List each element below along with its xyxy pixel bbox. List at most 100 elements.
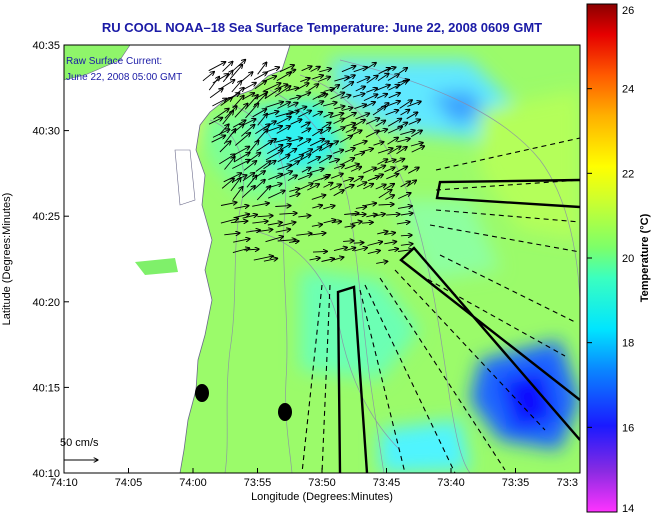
current-vector: [333, 150, 344, 154]
current-vector: [296, 233, 312, 235]
current-vector: [356, 182, 367, 188]
current-vector: [311, 195, 326, 200]
current-vector: [296, 139, 311, 147]
current-vector: [208, 76, 219, 91]
current-vector: [344, 185, 354, 190]
current-vector: [377, 148, 393, 154]
current-vector: [275, 206, 291, 207]
current-vector: [351, 130, 362, 136]
current-vector: [265, 150, 283, 161]
current-vector: [344, 113, 356, 120]
current-vector: [287, 175, 297, 181]
current-vector: [352, 94, 365, 98]
current-vector: [211, 135, 226, 143]
dash-line-7: [394, 269, 546, 431]
current-vector: [387, 146, 402, 155]
current-vector: [254, 81, 267, 90]
current-vector: [362, 168, 376, 174]
current-vector: [285, 161, 299, 170]
current-vector: [364, 203, 377, 206]
current-vector: [373, 174, 384, 180]
current-vector: [367, 250, 381, 255]
current-vector: [213, 108, 230, 120]
current-vector: [383, 184, 395, 191]
current-vector: [317, 94, 328, 99]
current-vector: [373, 142, 384, 146]
current-vector: [377, 73, 389, 82]
dash-line-11: [301, 284, 323, 473]
current-vector: [229, 64, 242, 80]
current-vector: [397, 139, 410, 143]
current-label: Raw Surface Current:: [66, 56, 162, 67]
dash-line-1: [435, 137, 580, 171]
current-vector: [377, 231, 388, 234]
bay-water: [64, 45, 131, 81]
current-vector: [232, 248, 250, 254]
current-vector: [276, 117, 292, 125]
current-vector: [344, 226, 355, 228]
current-vector: [277, 102, 290, 109]
current-vector: [323, 206, 335, 210]
current-vector: [222, 70, 233, 83]
current-vector: [363, 184, 373, 190]
current-vector: [395, 159, 404, 163]
current-vector: [334, 106, 345, 109]
current-vector: [343, 178, 353, 181]
current-vector: [263, 161, 276, 170]
current-vector: [362, 102, 376, 109]
current-vector: [289, 96, 302, 99]
current-vector: [329, 85, 340, 92]
current-vector: [253, 256, 273, 261]
current-vector: [378, 189, 392, 199]
current-vector: [333, 247, 347, 252]
current-vector: [354, 104, 366, 110]
x-axis-ticks: 74:10 74:05 74:00 73:55 73:50 73:45 73:40 73:35…: [50, 468, 581, 489]
current-vector: [277, 222, 296, 228]
current-vector: [287, 103, 298, 108]
current-vector: [268, 190, 285, 199]
current-vector: [299, 183, 314, 190]
current-vector: [275, 171, 292, 179]
current-vector: [321, 259, 335, 262]
current-vector: [208, 62, 226, 72]
current-vector: [366, 88, 377, 93]
current-vector: [285, 88, 299, 92]
current-vector: [341, 82, 354, 90]
current-vector: [224, 157, 236, 170]
current-vector: [285, 111, 299, 116]
current-vector: [387, 127, 402, 134]
y-tick-label: 40:25: [32, 211, 60, 223]
current-vector: [394, 166, 408, 174]
current-vector: [212, 129, 230, 138]
x-tick-label: 73:45: [373, 477, 401, 489]
current-vector: [310, 139, 324, 147]
current-vector: [246, 230, 260, 232]
current-vector: [406, 180, 417, 188]
current-vector: [234, 103, 248, 118]
current-vector: [384, 233, 395, 235]
current-vector: [220, 97, 233, 106]
current-vector: [361, 222, 373, 223]
colorbar-ticks: 26 24 22 20 18 16 14: [587, 3, 634, 515]
current-vector: [257, 229, 273, 231]
current-vector: [353, 176, 364, 183]
current-vector: [353, 152, 365, 155]
current-vector: [221, 178, 234, 189]
current-vector: [309, 258, 321, 260]
current-vector: [208, 118, 223, 125]
wedge-southeast: [399, 246, 580, 441]
current-vector: [333, 165, 345, 169]
x-axis-label: Longitude (Degrees:Minutes): [251, 491, 393, 503]
current-vector: [398, 193, 411, 200]
current-vector: [321, 122, 331, 129]
current-vector: [311, 224, 323, 226]
current-vector: [289, 194, 300, 197]
current-vector: [279, 65, 295, 73]
current-vector: [301, 66, 312, 72]
current-vector: [257, 62, 267, 75]
current-vector: [301, 167, 311, 173]
current-vector: [312, 129, 322, 137]
current-vector: [235, 133, 250, 146]
current-vector: [298, 216, 311, 217]
